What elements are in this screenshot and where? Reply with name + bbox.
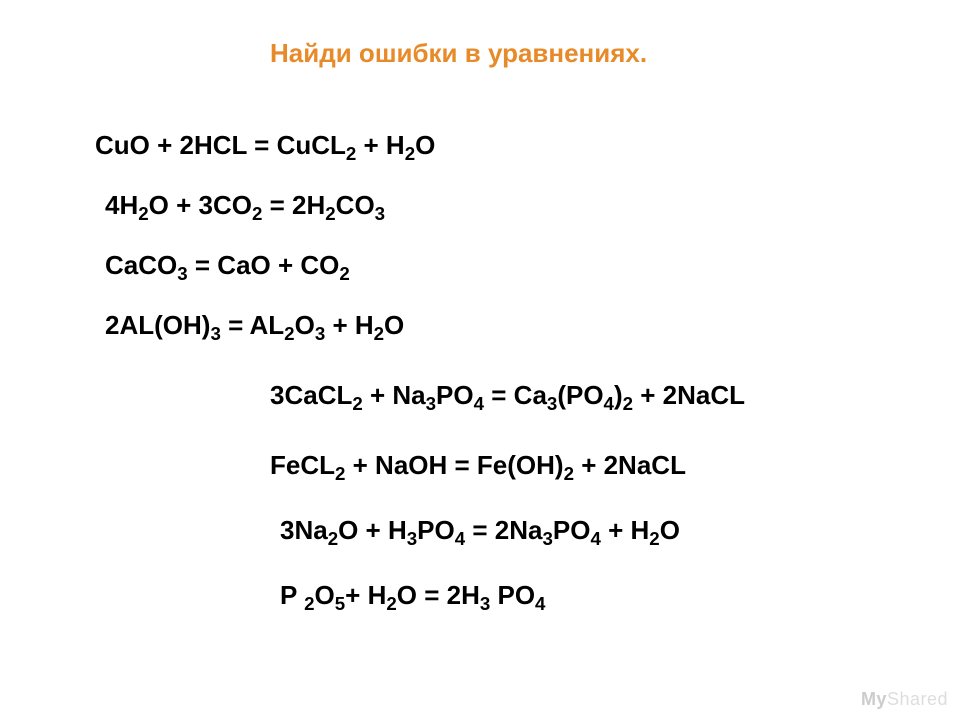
- equation-1: CuO + 2HCL = CuCL2 + H2O: [95, 130, 435, 161]
- equation-4: 2AL(OH)3 = AL2O3 + H2O: [105, 310, 404, 341]
- slide-title: Найди ошибки в уравнениях.: [270, 38, 647, 69]
- watermark-suffix: Shared: [887, 689, 948, 709]
- equation-6: FeCL2 + NaOH = Fe(OH)2 + 2NaCL: [270, 450, 686, 481]
- equation-5: 3CaCL2 + Na3PO4 = Ca3(PO4)2 + 2NaCL: [270, 380, 745, 411]
- watermark-prefix: My: [861, 689, 887, 709]
- equation-8: P 2O5+ H2O = 2H3 PO4: [280, 580, 545, 611]
- equation-2: 4H2O + 3CO2 = 2H2CO3: [105, 190, 385, 221]
- watermark: MyShared: [861, 689, 948, 710]
- equation-7: 3Na2O + H3PO4 = 2Na3PO4 + H2O: [280, 515, 680, 546]
- equation-3: CaCO3 = CaO + CO2: [105, 250, 350, 281]
